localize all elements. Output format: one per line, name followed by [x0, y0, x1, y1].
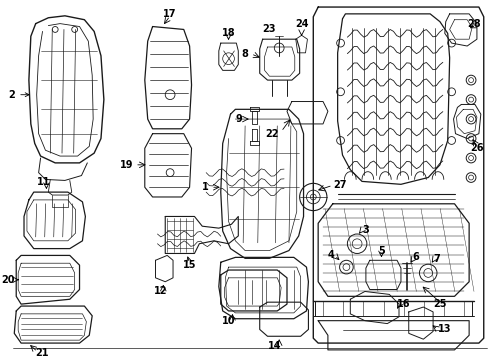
Text: 27: 27 [333, 180, 346, 190]
Text: 8: 8 [241, 49, 248, 59]
Text: 18: 18 [222, 28, 235, 39]
Text: 13: 13 [438, 324, 451, 334]
Text: 28: 28 [467, 19, 481, 28]
Text: 24: 24 [295, 19, 308, 28]
Text: 21: 21 [36, 348, 49, 358]
Text: 22: 22 [266, 129, 279, 139]
Text: 5: 5 [378, 246, 385, 256]
Text: 16: 16 [397, 299, 411, 309]
Text: 14: 14 [268, 341, 281, 351]
Text: 6: 6 [413, 252, 419, 262]
Text: 12: 12 [154, 287, 167, 296]
Text: 1: 1 [202, 182, 209, 192]
Text: 7: 7 [433, 254, 440, 264]
Text: 20: 20 [1, 275, 14, 285]
Text: 10: 10 [222, 316, 235, 326]
Text: 19: 19 [120, 160, 133, 170]
Text: 15: 15 [183, 260, 196, 270]
Text: 11: 11 [37, 177, 50, 187]
Text: 9: 9 [235, 114, 242, 124]
Text: 2: 2 [8, 90, 29, 100]
Text: 26: 26 [470, 143, 484, 153]
Text: 23: 23 [263, 24, 276, 35]
Text: 17: 17 [163, 9, 177, 19]
Text: 3: 3 [362, 225, 369, 235]
Text: 4: 4 [328, 251, 335, 260]
Text: 25: 25 [433, 299, 447, 309]
